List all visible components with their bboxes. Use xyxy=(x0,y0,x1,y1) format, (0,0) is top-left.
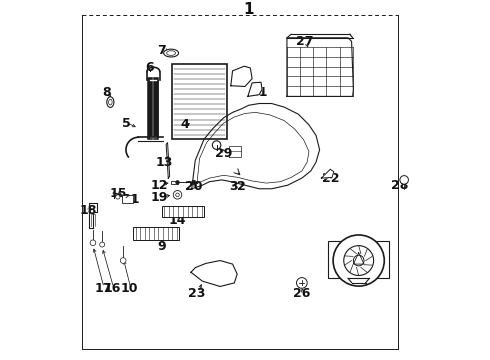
Bar xyxy=(133,227,179,240)
Text: 21: 21 xyxy=(250,86,267,99)
Text: 1: 1 xyxy=(244,2,254,17)
Circle shape xyxy=(333,235,384,286)
Text: 28: 28 xyxy=(391,179,408,192)
Ellipse shape xyxy=(167,51,175,55)
Text: 18: 18 xyxy=(80,204,98,217)
Polygon shape xyxy=(287,38,353,96)
Bar xyxy=(162,206,204,217)
Circle shape xyxy=(90,240,96,246)
Text: 15: 15 xyxy=(109,186,127,199)
Text: 16: 16 xyxy=(104,282,121,295)
Text: 4: 4 xyxy=(180,118,189,131)
Text: 20: 20 xyxy=(185,180,202,193)
Bar xyxy=(122,195,133,203)
Polygon shape xyxy=(166,143,170,178)
Circle shape xyxy=(176,193,179,197)
Circle shape xyxy=(192,180,196,185)
Text: 29: 29 xyxy=(215,147,232,160)
Ellipse shape xyxy=(109,99,112,105)
Ellipse shape xyxy=(107,97,114,107)
Text: 24: 24 xyxy=(232,70,249,84)
Circle shape xyxy=(212,141,221,149)
Circle shape xyxy=(99,242,105,247)
Text: 13: 13 xyxy=(156,156,173,168)
Text: 23: 23 xyxy=(188,287,206,300)
Text: 8: 8 xyxy=(102,86,111,99)
Text: 11: 11 xyxy=(122,193,140,206)
Circle shape xyxy=(121,258,126,264)
Polygon shape xyxy=(192,104,319,189)
Polygon shape xyxy=(231,66,252,86)
Circle shape xyxy=(296,278,307,288)
Text: 7: 7 xyxy=(157,44,166,57)
Bar xyxy=(172,181,178,184)
Bar xyxy=(172,64,227,139)
Circle shape xyxy=(400,176,409,184)
Bar xyxy=(328,241,389,278)
Polygon shape xyxy=(191,261,237,287)
Text: 9: 9 xyxy=(157,240,166,253)
Circle shape xyxy=(176,181,179,184)
Text: 22: 22 xyxy=(321,172,339,185)
Ellipse shape xyxy=(164,49,178,57)
Text: 10: 10 xyxy=(121,282,138,295)
Circle shape xyxy=(116,195,120,199)
Text: 2: 2 xyxy=(237,180,246,193)
Circle shape xyxy=(353,255,364,266)
Text: 12: 12 xyxy=(150,179,168,192)
Polygon shape xyxy=(89,203,97,228)
Text: 26: 26 xyxy=(293,287,311,300)
Text: 17: 17 xyxy=(94,282,112,295)
Text: 5: 5 xyxy=(122,117,130,130)
Circle shape xyxy=(344,246,373,275)
Text: 6: 6 xyxy=(145,62,153,75)
Text: 14: 14 xyxy=(169,214,186,227)
Text: 25: 25 xyxy=(357,272,374,285)
Text: 19: 19 xyxy=(150,191,168,204)
Circle shape xyxy=(173,190,182,199)
Polygon shape xyxy=(321,169,334,178)
Text: 27: 27 xyxy=(296,35,314,48)
Text: 3: 3 xyxy=(229,180,238,193)
Polygon shape xyxy=(248,82,262,96)
